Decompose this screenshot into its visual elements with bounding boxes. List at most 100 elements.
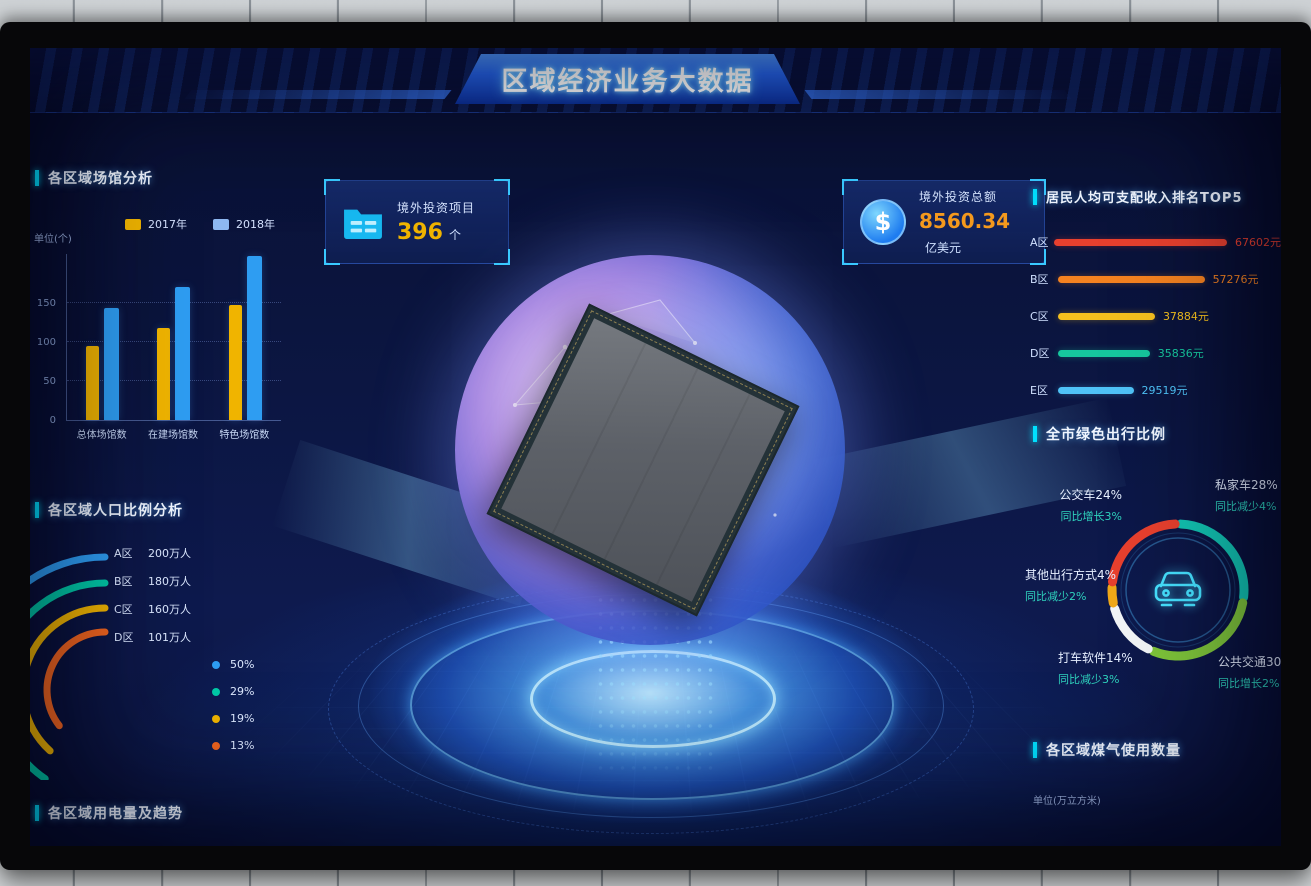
- monitor-bezel: 区域经济业务大数据: [0, 22, 1311, 870]
- y-tick: 100: [36, 337, 56, 348]
- bar-2017年: [86, 345, 100, 420]
- header-wing-left: [184, 90, 452, 99]
- population-percents: 50% 29% 19% 13%: [212, 658, 254, 766]
- population-percent-row: 19%: [212, 712, 254, 725]
- travel-donut-chart: [1107, 519, 1249, 661]
- y-tick: 50: [43, 376, 56, 387]
- title-accent-bar: [1033, 426, 1037, 442]
- donut-label-bus: 公交车24% 同比增长3%: [1059, 488, 1122, 523]
- bar-2017年: [228, 304, 242, 420]
- dashboard-screen: 区域经济业务大数据: [30, 48, 1281, 846]
- stat-value: 396 个: [397, 220, 461, 245]
- population-region-row: C区 160万人: [114, 601, 191, 617]
- y-tick: 150: [36, 298, 56, 309]
- income-row: E区 29519元: [1030, 382, 1281, 398]
- region-label: A区: [114, 547, 133, 560]
- gridline: [67, 341, 281, 342]
- population-arc: [30, 553, 109, 585]
- venues-panel-title: 各区域场馆分析: [35, 168, 153, 188]
- corner-bracket: [324, 179, 340, 195]
- population-region-row: D区 101万人: [114, 629, 191, 645]
- income-row: B区 57276元: [1030, 271, 1281, 287]
- income-region-label: B区: [1030, 273, 1049, 286]
- bar-group: [86, 308, 120, 420]
- population-region-row: B区 180万人: [114, 573, 191, 589]
- donut-label-private-car: 私家车28% 同比减少4%: [1215, 478, 1278, 513]
- income-region-label: A区: [1030, 236, 1049, 249]
- population-panel-title: 各区域人口比例分析: [35, 500, 183, 520]
- corner-bracket: [494, 179, 510, 195]
- light-beam-right: [813, 397, 1127, 549]
- income-region-label: D区: [1030, 347, 1050, 360]
- region-value: 200万人: [148, 547, 191, 560]
- folder-icon: [344, 209, 382, 240]
- income-row: D区 35836元: [1030, 345, 1281, 361]
- percent-dot: [212, 687, 220, 696]
- venues-bars: [67, 254, 281, 420]
- stat-card-projects: 境外投资项目 396 个: [324, 179, 510, 265]
- population-percent-row: 50%: [212, 658, 254, 671]
- donut-label-taxi-app: 打车软件14% 同比减少3%: [1058, 651, 1133, 686]
- dollar-icon: $: [860, 199, 906, 245]
- gridline: [67, 302, 281, 303]
- stat-card-investment: $ 境外投资总额 8560.34亿美元: [842, 179, 1046, 265]
- income-bar-chart: A区 67602元 B区 57276元 C区 37884元 D区 35836元 E区 29519元: [1030, 234, 1281, 419]
- population-arc: [43, 628, 109, 730]
- x-label: 特色场馆数: [219, 430, 270, 441]
- gas-unit-label: 单位(万立方米): [1033, 796, 1101, 807]
- corner-bracket: [842, 249, 858, 265]
- income-bar: [1054, 238, 1227, 246]
- bar-group: [228, 256, 262, 420]
- title-accent-bar: [1033, 188, 1037, 205]
- legend-item: 2017年: [125, 216, 187, 232]
- region-value: 160万人: [148, 603, 191, 616]
- percent-label: 13%: [230, 739, 255, 752]
- income-bar: [1058, 312, 1155, 320]
- bar-2018年: [246, 256, 262, 420]
- page-title: 区域经济业务大数据: [501, 66, 754, 97]
- venues-plot: [66, 254, 281, 421]
- income-region-label: E区: [1030, 384, 1048, 397]
- income-bar: [1058, 386, 1134, 394]
- region-label: D区: [114, 631, 134, 644]
- donut-segment: [1176, 519, 1249, 602]
- y-tick: 0: [49, 415, 56, 426]
- title-accent-bar: [1033, 742, 1037, 758]
- income-panel-title: 居民人均可支配收入排名TOP5: [1033, 187, 1243, 206]
- electricity-panel-title: 各区域用电量及趋势: [35, 803, 183, 823]
- donut-segment: [1148, 598, 1248, 661]
- legend-item: 2018年: [213, 216, 275, 232]
- income-bar: [1058, 349, 1150, 357]
- donut-label-public-transit: 公共交通30% 同比增长2%: [1218, 655, 1281, 690]
- population-region-row: A区 200万人: [114, 545, 191, 561]
- corner-bracket: [842, 179, 858, 195]
- x-label: 总体场馆数: [76, 430, 127, 441]
- bar-2017年: [157, 327, 171, 420]
- region-label: B区: [114, 575, 133, 588]
- venues-legend: 2017年 2018年: [125, 216, 275, 232]
- header-band: 区域经济业务大数据: [30, 48, 1281, 113]
- bar-2018年: [175, 287, 191, 420]
- gridline: [67, 380, 281, 381]
- population-rows: A区 200万人 B区 180万人 C区 160万人 D区 101万人: [114, 545, 191, 657]
- percent-dot: [212, 741, 220, 750]
- population-arc: [30, 579, 109, 780]
- header-wing-right: [804, 90, 1072, 99]
- donut-segment: [1108, 519, 1180, 587]
- corner-bracket: [1030, 249, 1046, 265]
- bar-group: [157, 287, 191, 420]
- bar-2018年: [104, 308, 120, 420]
- stat-value: 8560.34亿美元: [919, 208, 1011, 255]
- donut-segment: [1110, 604, 1153, 654]
- income-row: A区 67602元: [1030, 234, 1281, 250]
- stat-label: 境外投资总额: [919, 189, 998, 204]
- percent-dot: [212, 660, 220, 669]
- region-value: 180万人: [148, 575, 191, 588]
- income-value: 57276元: [1212, 273, 1259, 286]
- population-percent-row: 13%: [212, 739, 254, 752]
- title-accent-bar: [35, 502, 39, 518]
- percent-label: 19%: [230, 712, 255, 725]
- population-arcs: [30, 553, 109, 780]
- legend-swatch: [125, 218, 141, 230]
- income-region-label: C区: [1030, 310, 1049, 323]
